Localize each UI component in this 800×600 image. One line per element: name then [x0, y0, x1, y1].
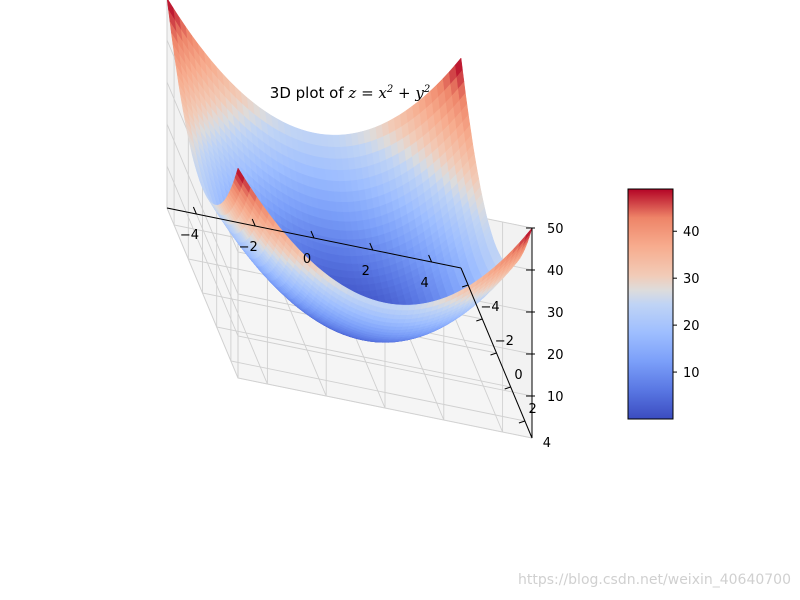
y-tick	[490, 352, 497, 356]
y-tick-label: −4	[481, 300, 500, 315]
x-tick-label: 0	[303, 252, 311, 267]
x-tick-label: 4	[420, 276, 428, 291]
surface-patch	[236, 167, 245, 184]
x-tick	[251, 218, 256, 227]
x-tick-label: 2	[362, 264, 370, 279]
z-tick-label: 40	[547, 264, 564, 279]
colorbar-tick-label: 40	[683, 225, 700, 240]
y-tick-label: 4	[543, 436, 551, 451]
colorbar-tick-label: 10	[683, 366, 700, 381]
y-tick	[518, 420, 526, 424]
colorbar-tick-label: 20	[683, 319, 700, 334]
y-tick-label: 2	[529, 402, 537, 417]
surface-plot	[166, 0, 533, 343]
y-tick	[504, 386, 511, 390]
chart-title: 3D plot of z = x2 + y2	[200, 84, 500, 102]
z-tick-label: 10	[547, 390, 564, 405]
z-tick-label: 20	[547, 348, 564, 363]
y-tick	[461, 284, 469, 288]
y-tick-label: −2	[495, 334, 514, 349]
x-tick	[310, 230, 315, 239]
z-tick-label: 30	[547, 306, 564, 321]
y-tick	[476, 318, 483, 322]
x-tick	[428, 254, 433, 263]
x-tick-label: −4	[180, 228, 199, 243]
colorbar: 10 20 30 40	[627, 188, 700, 420]
title-formula: z = x2 + y2	[348, 84, 431, 102]
watermark: https://blog.csdn.net/weixin_40640700	[517, 572, 791, 588]
gridline-z	[166, 165, 533, 397]
x-tick-label: −2	[239, 240, 258, 255]
z-tick-label: 50	[547, 222, 564, 237]
title-prefix: 3D plot of	[269, 84, 349, 102]
y-tick-label: 0	[514, 368, 522, 383]
gridline-z	[166, 123, 533, 355]
x-tick	[192, 206, 197, 215]
colorbar-tick-label: 30	[683, 272, 700, 287]
axis-ticks: −4 −2 0 2 4 −4 −2 0 2 4 10 20 30 40 50	[166, 206, 564, 451]
x-tick	[369, 242, 374, 251]
colorbar-gradient	[627, 188, 674, 420]
